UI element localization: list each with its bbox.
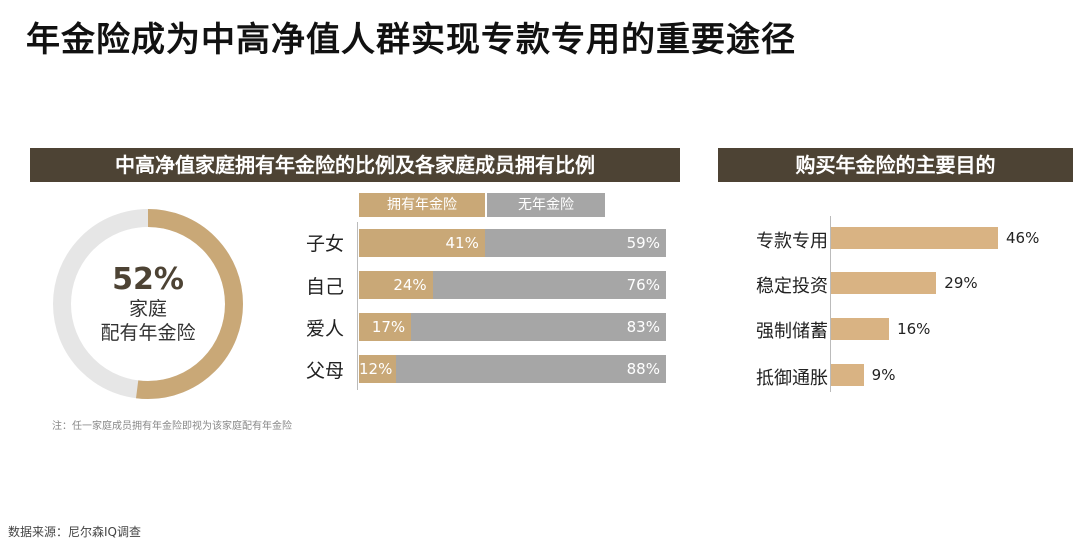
purpose-label: 专款专用 <box>756 231 828 252</box>
purpose-label: 强制储蓄 <box>756 321 828 342</box>
bar-segment-no: 59% <box>484 229 666 257</box>
bar-segment-has: 41% <box>359 229 485 257</box>
category-label: 子女 <box>305 233 344 255</box>
legend-no-annuity: 无年金险 <box>487 193 605 217</box>
stacked-bar-axis <box>357 222 358 390</box>
stacked-bar-row: 41% 59% <box>359 229 666 257</box>
bar-segment-no: 83% <box>411 313 666 341</box>
donut-label-line2: 配有年金险 <box>100 322 196 344</box>
right-panel-header: 购买年金险的主要目的 <box>718 148 1073 182</box>
stacked-bar-row: 24% 76% <box>359 271 666 299</box>
purpose-value-label: 29% <box>944 274 978 292</box>
legend-has-annuity: 拥有年金险 <box>359 193 485 217</box>
purpose-bar-axis <box>830 216 831 392</box>
purpose-bar <box>831 227 998 249</box>
bar-segment-has: 12% <box>359 355 396 383</box>
category-label: 爱人 <box>305 318 344 340</box>
footnote: 注：任一家庭成员拥有年金险即视为该家庭配有年金险 <box>52 421 292 432</box>
bar-segment-no: 88% <box>395 355 666 383</box>
purpose-label: 抵御通胀 <box>756 368 828 389</box>
page-title: 年金险成为中高净值人群实现专款专用的重要途径 <box>26 20 796 60</box>
category-label: 父母 <box>305 360 344 382</box>
donut-chart <box>52 208 244 400</box>
donut-percentage: 52% <box>112 262 184 297</box>
purpose-bar <box>831 272 937 294</box>
purpose-bar <box>831 364 864 386</box>
purpose-value-label: 9% <box>871 366 896 384</box>
bar-segment-has: 24% <box>359 271 433 299</box>
bar-segment-has: 17% <box>359 313 412 341</box>
left-panel-header: 中高净值家庭拥有年金险的比例及各家庭成员拥有比例 <box>30 148 680 182</box>
stacked-bar-row: 17% 83% <box>359 313 666 341</box>
donut-label-line1: 家庭 <box>128 298 167 320</box>
stacked-bar-row: 12% 88% <box>359 355 666 383</box>
category-label: 自己 <box>305 276 344 298</box>
purpose-bar <box>831 318 890 340</box>
purpose-label: 稳定投资 <box>756 276 828 297</box>
purpose-value-label: 16% <box>897 320 931 338</box>
data-source: 数据来源：尼尔森IQ调查 <box>8 525 141 539</box>
donut-center-label: 52% 家庭 配有年金险 <box>52 208 244 400</box>
bar-segment-no: 76% <box>432 271 666 299</box>
donut-arc-value <box>53 209 243 399</box>
purpose-value-label: 46% <box>1006 229 1040 247</box>
